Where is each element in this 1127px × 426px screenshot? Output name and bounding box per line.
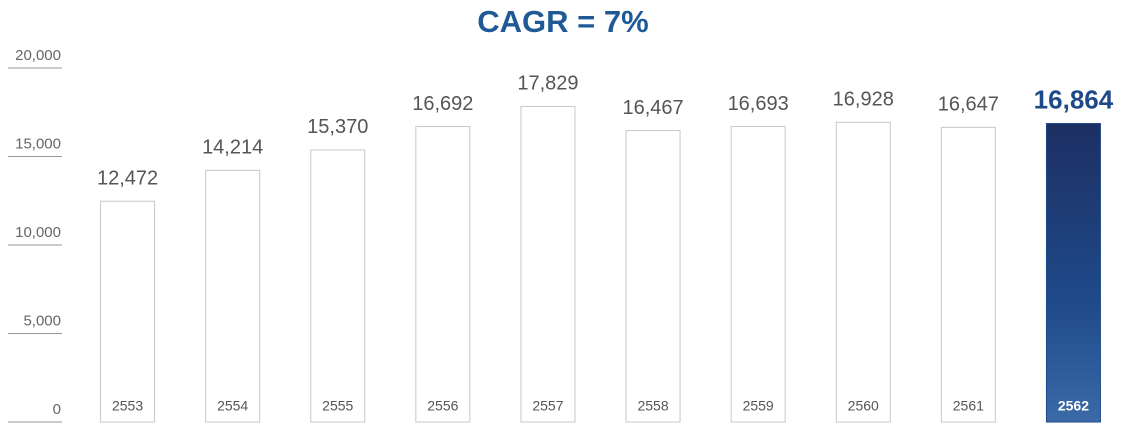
x-tick-label: 2556 [427, 398, 458, 414]
value-label: 16,692 [412, 93, 473, 115]
chart-title: CAGR = 7% [477, 4, 648, 39]
bar [1045, 123, 1101, 423]
value-label: 12,472 [97, 168, 158, 190]
x-tick-label: 2559 [743, 398, 774, 414]
bar [205, 169, 261, 423]
value-label: 16,693 [728, 93, 789, 115]
y-tick-label: 5,000 [23, 312, 61, 329]
bar [310, 149, 366, 423]
y-tick-label: 15,000 [15, 135, 61, 152]
bar [835, 121, 891, 423]
bar [415, 126, 471, 423]
y-tick-label: 0 [53, 401, 61, 418]
y-tick-label: 20,000 [15, 47, 61, 64]
bar [940, 126, 996, 423]
bar [100, 200, 156, 423]
x-tick-label: 2554 [217, 398, 248, 414]
value-label: 16,647 [938, 94, 999, 116]
x-tick-label: 2560 [848, 398, 879, 414]
y-tick-label: 10,000 [15, 224, 61, 241]
x-tick-label: 2555 [322, 398, 353, 414]
x-tick-label: 2553 [112, 398, 143, 414]
x-tick-label: 2557 [532, 398, 563, 414]
x-tick-label: 2562 [1058, 398, 1089, 414]
bar [730, 126, 786, 423]
value-label: 16,928 [833, 89, 894, 111]
value-label: 17,829 [517, 73, 578, 95]
value-label: 16,467 [622, 97, 683, 119]
bar [520, 105, 576, 423]
value-label: 15,370 [307, 116, 368, 138]
x-tick-label: 2558 [637, 398, 668, 414]
x-tick-label: 2561 [953, 398, 984, 414]
value-label: 14,214 [202, 137, 263, 159]
bar [625, 130, 681, 423]
value-label: 16,864 [1034, 84, 1114, 114]
